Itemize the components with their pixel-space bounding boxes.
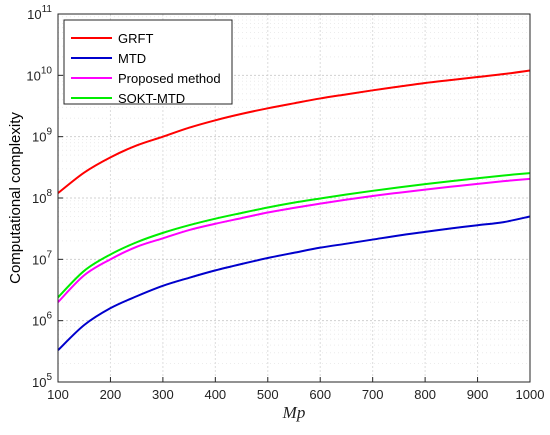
- series-line-sokt-mtd: [57, 172, 531, 299]
- x-tick-label: 600: [309, 387, 331, 402]
- legend-label-mtd: MTD: [118, 51, 146, 66]
- x-tick-label: 100: [47, 387, 69, 402]
- x-tick-label: 300: [152, 387, 174, 402]
- y-tick-base: 10: [32, 130, 46, 145]
- x-axis-ticks: 100 200 300 400 500 600 700 800 900 1000: [47, 377, 544, 402]
- series-line-mtd: [57, 215, 531, 351]
- legend: GRFT MTD Proposed method SOKT-MTD: [63, 19, 233, 106]
- x-axis-label: Mp: [282, 403, 306, 422]
- y-tick-base: 10: [26, 68, 40, 83]
- y-tick-exponent: 5: [46, 372, 52, 383]
- y-tick-exponent: 11: [42, 4, 53, 15]
- y-tick-base: 10: [32, 314, 46, 329]
- x-tick-label: 1000: [516, 387, 545, 402]
- legend-label-grft: GRFT: [118, 31, 153, 46]
- series-layer: [57, 69, 531, 351]
- y-tick-base: 10: [32, 191, 46, 206]
- x-tick-label: 400: [204, 387, 226, 402]
- y-tick-label: 108: [32, 188, 52, 206]
- y-tick-label: 105: [32, 372, 52, 390]
- y-tick-label: 106: [32, 311, 52, 329]
- y-tick-label: 1011: [27, 4, 52, 22]
- x-tick-label: 700: [362, 387, 384, 402]
- y-axis-label: Computational complexity: [7, 112, 24, 284]
- y-tick-label: 1010: [26, 65, 52, 83]
- legend-label-sokt-mtd: SOKT-MTD: [118, 91, 185, 106]
- y-tick-exponent: 6: [46, 311, 52, 322]
- y-tick-exponent: 7: [46, 249, 52, 260]
- y-tick-exponent: 8: [46, 188, 52, 199]
- x-tick-label: 200: [100, 387, 122, 402]
- series-line-proposed-method: [57, 177, 531, 303]
- y-tick-base: 10: [27, 7, 41, 22]
- x-tick-label: 900: [467, 387, 489, 402]
- x-tick-label: 800: [414, 387, 436, 402]
- y-tick-exponent: 9: [46, 127, 52, 138]
- legend-box: [63, 19, 233, 105]
- y-tick-label: 109: [32, 127, 52, 145]
- legend-label-proposed-method: Proposed method: [118, 71, 221, 86]
- y-tick-base: 10: [32, 252, 46, 267]
- x-tick-label: 500: [257, 387, 279, 402]
- y-tick-base: 10: [32, 375, 46, 390]
- y-tick-exponent: 10: [41, 65, 53, 76]
- y-tick-label: 107: [32, 249, 52, 267]
- series-line-grft: [57, 69, 531, 194]
